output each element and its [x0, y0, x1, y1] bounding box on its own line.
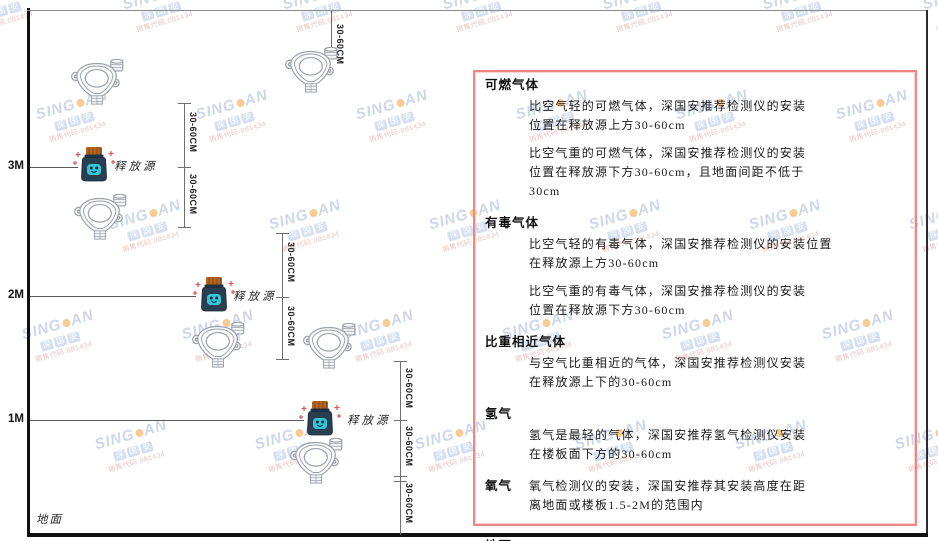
dimension-line: [400, 361, 401, 535]
dimension-tick: [394, 361, 407, 362]
dimension-tick: [276, 233, 289, 234]
paragraph-line: 离地面或楼板1.5-2M的范围内: [529, 498, 704, 512]
dimension-tick: [394, 476, 407, 477]
guideline-section: 氧气 氧气检测仪的安装，深国安推荐其安装高度在距 离地面或楼板1.5-2M的范围内: [485, 477, 905, 515]
section-paragraph: 比空气轻的有毒气体，深国安推荐检测仪的安装位置 在释放源上方30-60cm: [529, 235, 905, 273]
gas-detector-icon: [190, 322, 246, 373]
section-title: 有毒气体: [485, 216, 540, 230]
dimension-tick: [276, 359, 289, 360]
paragraph-line: 位置在释放源下方30-60cm: [529, 303, 686, 317]
dimension-label: 30-60CM: [404, 483, 414, 524]
guideline-section: 地面检测仪地面间距，深国安推荐在30-60cm，且不得小于30cm，因为过低容易…: [485, 537, 905, 541]
dimension-tick: [276, 297, 289, 298]
section-title: 比重相近气体: [485, 335, 567, 349]
paragraph-line: 氧气检测仪的安装，深国安推荐其安装高度在距: [529, 479, 807, 493]
paragraph-line: 与空气比重相近的气体，深国安推荐检测仪安装: [529, 356, 807, 370]
paragraph-line: 比空气轻的有毒气体，深国安推荐检测仪的安装位置: [529, 237, 833, 251]
dimension-label: 30-60CM: [286, 242, 296, 283]
section-title: 地面: [485, 537, 905, 541]
guideline-section: 有毒气体比空气轻的有毒气体，深国安推荐检测仪的安装位置 在释放源上方30-60cm…: [485, 214, 905, 320]
level-line: [30, 420, 304, 421]
wall-line: [27, 8, 30, 537]
dimension-label: 30-60CM: [286, 306, 296, 347]
release-source-icon: [298, 400, 342, 447]
dimension-tick: [178, 103, 191, 104]
dimension-tick: [394, 481, 407, 482]
dimension-label: 30-60CM: [404, 368, 414, 409]
release-source-label: 释放源: [114, 161, 158, 173]
paragraph-line: 30cm: [529, 184, 561, 198]
paragraph-line: 在释放源上方30-60cm: [529, 256, 660, 270]
guidelines-panel: 可燃气体比空气轻的可燃气体，深国安推荐检测仪的安装 位置在释放源上方30-60cm…: [473, 70, 917, 541]
section-title: 氢气: [485, 407, 513, 421]
section-paragraph: 与空气比重相近的气体，深国安推荐检测仪安装 在释放源上下的30-60cm: [529, 354, 905, 392]
section-paragraph: 比空气重的有毒气体，深国安推荐检测仪的安装 位置在释放源下方30-60cm: [529, 282, 905, 320]
height-label-3m: 3M: [8, 160, 24, 172]
dimension-label: 30-60CM: [335, 24, 345, 65]
dimension-line: [184, 103, 185, 228]
paragraph-line: 比空气重的有毒气体，深国安推荐检测仪的安装: [529, 284, 807, 298]
paragraph-line: 在楼板面下方的30-60cm: [529, 447, 673, 461]
right-border-line: [926, 10, 928, 535]
paragraph-line: 比空气重的可燃气体，深国安推荐检测仪的安装: [529, 146, 807, 160]
section-paragraph: 比空气重的可燃气体，深国安推荐检测仪的安装 位置在释放源下方30-60cm，且地面…: [529, 144, 905, 201]
gas-detector-icon: [69, 59, 125, 110]
dimension-label: 30-60CM: [188, 174, 198, 215]
section-paragraph: 氧气检测仪的安装，深国安推荐其安装高度在距 离地面或楼板1.5-2M的范围内: [529, 477, 905, 515]
ground-line: [27, 533, 928, 537]
section-title: 可燃气体: [485, 78, 540, 92]
section-paragraph: 比空气轻的可燃气体，深国安推荐检测仪的安装 位置在释放源上方30-60cm: [529, 97, 905, 135]
release-source-label: 释放源: [233, 291, 277, 303]
dimension-line: [331, 11, 332, 57]
release-source-icon: [72, 146, 116, 193]
paragraph-line: 位置在释放源下方30-60cm，且地面间距不低于: [529, 165, 805, 179]
ground-label: 地面: [36, 514, 63, 526]
guideline-section: 可燃气体比空气轻的可燃气体，深国安推荐检测仪的安装 位置在释放源上方30-60cm…: [485, 76, 905, 201]
gas-detector-icon: [301, 323, 357, 374]
level-line: [30, 167, 78, 168]
dimension-line: [282, 233, 283, 360]
gas-detector-icon: [72, 194, 128, 245]
dimension-label: 30-60CM: [188, 112, 198, 153]
guideline-section: 比重相近气体与空气比重相近的气体，深国安推荐检测仪安装 在释放源上下的30-60c…: [485, 333, 905, 392]
paragraph-line: 位置在释放源上方30-60cm: [529, 118, 686, 132]
dimension-label: 30-60CM: [404, 426, 414, 467]
section-paragraph: 氢气是最轻的气体，深国安推荐氢气检测仪安装 在楼板面下方的30-60cm: [529, 426, 905, 464]
release-source-icon: [192, 276, 236, 323]
dimension-tick: [178, 227, 191, 228]
gas-detector-icon: [283, 47, 339, 98]
dimension-tick: [178, 167, 191, 168]
release-source-label: 释放源: [347, 415, 391, 427]
section-title: 氧气: [485, 479, 513, 493]
paragraph-line: 在释放源上下的30-60cm: [529, 375, 673, 389]
height-label-2m: 2M: [8, 289, 24, 301]
paragraph-line: 氢气是最轻的气体，深国安推荐氢气检测仪安装: [529, 428, 807, 442]
level-line: [30, 296, 196, 297]
paragraph-line: 比空气轻的可燃气体，深国安推荐检测仪的安装: [529, 99, 807, 113]
dimension-tick: [394, 420, 407, 421]
height-label-1m: 1M: [8, 413, 24, 425]
guideline-section: 氢气氢气是最轻的气体，深国安推荐氢气检测仪安装 在楼板面下方的30-60cm: [485, 405, 905, 464]
